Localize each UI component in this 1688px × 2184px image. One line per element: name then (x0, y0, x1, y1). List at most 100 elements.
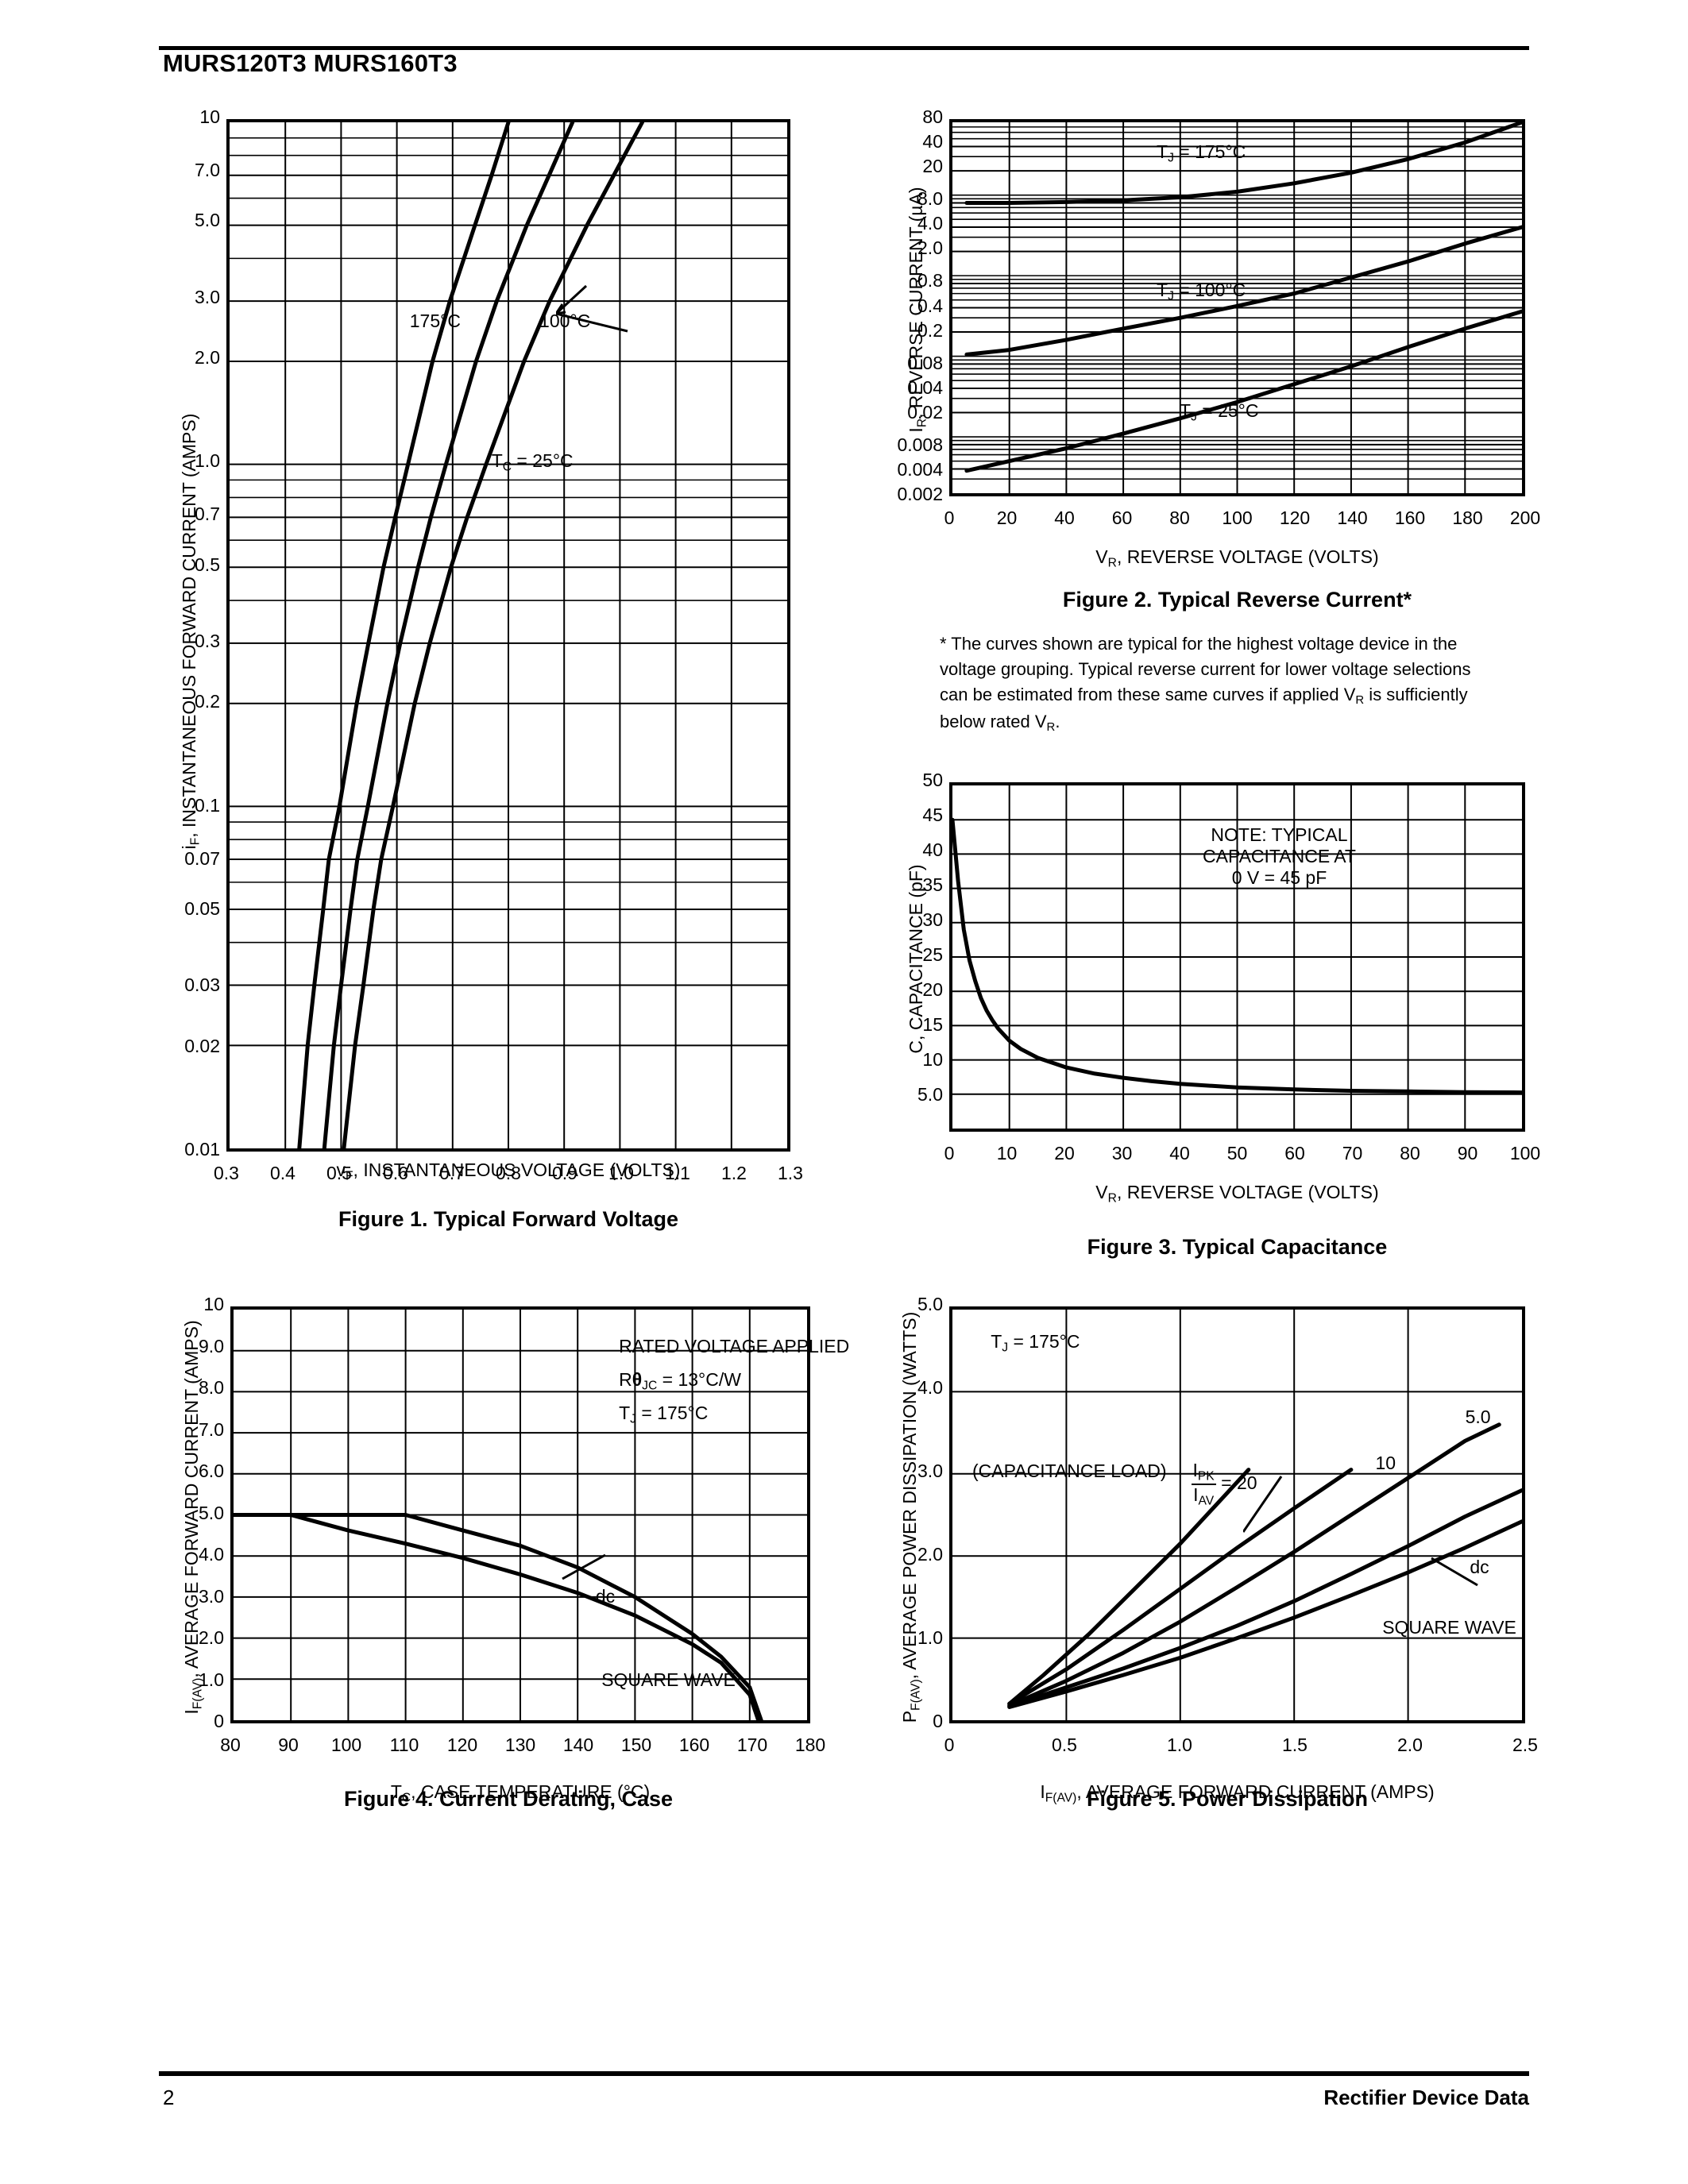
fig4-xtick: 80 (220, 1734, 241, 1755)
curve-20 (1007, 1468, 1251, 1706)
fig3-gridlines (952, 785, 1522, 1129)
fig2-ytick: 0.8 (917, 270, 943, 291)
fig4-ytick: 8.0 (199, 1377, 224, 1398)
fig1-curves (297, 122, 644, 1148)
fig1-ytick: 0.2 (195, 691, 220, 712)
curve-10 (1007, 1468, 1354, 1706)
fig2-ytick: 0.4 (917, 295, 943, 316)
fig2-xtick: 20 (996, 507, 1018, 528)
fig4-xtick: 160 (678, 1734, 710, 1755)
curve-c (952, 817, 1522, 1095)
page-title: MURS120T3 MURS160T3 (163, 49, 458, 77)
fig1-ytick: 0.7 (195, 504, 220, 525)
fig2-xtick: 0 (944, 507, 955, 528)
curve-100-c (322, 122, 575, 1148)
fig3-ytick: 45 (922, 805, 943, 825)
fig4-caption: Figure 4. Current Derating, Case (343, 1787, 674, 1811)
fig2-gridlines (952, 122, 1522, 493)
fig1-ytick: 0.02 (184, 1035, 220, 1056)
fig1-ytick: 3.0 (195, 286, 220, 307)
fig4-annotation: RATED VOLTAGE APPLIED (619, 1335, 850, 1356)
fig5-ytick: 4.0 (917, 1377, 943, 1398)
figure-2-footnote: * The curves shown are typical for the h… (940, 631, 1512, 736)
fig3-xtick: 80 (1400, 1143, 1420, 1163)
fig2-ytick: 0.04 (907, 376, 943, 398)
fig4-ytick: 0 (214, 1711, 224, 1731)
curve-tj-175-c (964, 122, 1522, 205)
fig3-xtick: 60 (1284, 1143, 1305, 1163)
fig3-plot-area (949, 782, 1525, 1132)
fig1-ytick: 1.0 (195, 450, 220, 472)
footer-rule (159, 2071, 1529, 2076)
footnote-line-1: * The curves shown are typical for the h… (940, 634, 1458, 654)
fig4-plot-area (230, 1306, 810, 1723)
fig1-xtick: 0.5 (326, 1163, 352, 1183)
fig4-annotation: dc (595, 1585, 616, 1607)
fig3-ytick: 50 (922, 770, 943, 790)
fig2-xtick: 180 (1452, 507, 1483, 528)
fig4-ytick: 7.0 (199, 1418, 224, 1440)
fig1-xtick: 0.7 (439, 1163, 465, 1183)
figure-3-note: NOTE: TYPICAL CAPACITANCE AT 0 V = 45 pF (1203, 824, 1356, 888)
fig5-annotation: SQUARE WAVE (1382, 1617, 1516, 1638)
fig2-ytick: 40 (922, 131, 943, 152)
fig4-ytick: 3.0 (199, 1585, 224, 1607)
fig2-xtick: 200 (1509, 507, 1541, 528)
fig1-xtick: 0.3 (214, 1163, 239, 1183)
fig1-ytick: 5.0 (195, 210, 220, 231)
fig3-ytick: 35 (922, 874, 943, 895)
fig2-x-axis-label: VR, REVERSE VOLTAGE (VOLTS) (1095, 546, 1379, 570)
fig3-xtick: 10 (996, 1143, 1018, 1163)
fig5-annotation: 5.0 (1465, 1406, 1491, 1427)
fig3-ytick: 10 (922, 1049, 943, 1070)
fig1-ytick: 0.3 (195, 630, 220, 651)
fig2-caption: Figure 2. Typical Reverse Current* (1062, 588, 1412, 612)
figure-5-dc-leader (1431, 1557, 1478, 1587)
fig3-ytick: 30 (922, 909, 943, 930)
curve-dc (1007, 1488, 1522, 1708)
fig1-plot-area (226, 119, 790, 1152)
fig4-annotation: RθJC = 13°C/W (619, 1368, 741, 1392)
curve-tj-25-c (964, 309, 1522, 473)
footnote-line-4: below rated VR. (940, 711, 1060, 734)
fig4-xtick: 100 (330, 1734, 362, 1755)
fig1-ytick: 0.03 (184, 974, 220, 996)
fig5-annotation: (CAPACITANCE LOAD) (972, 1461, 1167, 1481)
fig1-ytick: 0.5 (195, 554, 220, 575)
fig3-curves (952, 817, 1522, 1095)
fig1-caption: Figure 1. Typical Forward Voltage (338, 1207, 679, 1231)
fig4-xtick: 170 (736, 1734, 768, 1755)
fig4-xtick: 150 (620, 1734, 652, 1755)
fig2-ytick: 0.08 (907, 352, 943, 373)
fig5-x-axis-label: IF(AV), AVERAGE FORWARD CURRENT (AMPS) (1040, 1781, 1435, 1805)
fig1-x-axis-label: vF, INSTANTANEOUS VOLTAGE (VOLTS) (336, 1160, 681, 1183)
fig5-gridlines (952, 1310, 1522, 1720)
fig1-xtick: 0.8 (496, 1163, 521, 1183)
fig1-xtick: 0.4 (270, 1163, 295, 1183)
fig5-xtick: 0 (944, 1734, 955, 1755)
fig3-ytick: 15 (922, 1014, 943, 1035)
figure-4-dc-leader (562, 1553, 606, 1580)
fig2-annotation: TJ = 25°C (1180, 399, 1259, 423)
fig1-xtick: 0.9 (552, 1163, 577, 1183)
fig5-xtick: 1.0 (1167, 1734, 1192, 1755)
fig4-curves (234, 1513, 763, 1720)
fig5-caption: Figure 5. Power Dissipation (1086, 1787, 1369, 1811)
fig1-annotation: TC = 25°C (491, 450, 574, 474)
fig2-ytick: 0.008 (897, 434, 943, 455)
fig5-plot-area (949, 1306, 1525, 1723)
curve-175-c (297, 122, 511, 1148)
figure-1-leader-line (556, 284, 628, 333)
fig3-x-axis-label: VR, REVERSE VOLTAGE (VOLTS) (1095, 1182, 1379, 1206)
fig5-annotation: 10 (1375, 1452, 1396, 1473)
page-number: 2 (163, 2086, 175, 2109)
fig2-ytick: 2.0 (917, 237, 943, 259)
fig1-xtick: 1.0 (608, 1163, 634, 1183)
fig3-ytick: 25 (922, 944, 943, 965)
fig1-xtick: 1.3 (778, 1163, 803, 1183)
fig5-xtick: 0.5 (1052, 1734, 1077, 1755)
fig1-ytick: 0.01 (184, 1139, 220, 1160)
fig4-ytick: 6.0 (199, 1461, 224, 1481)
